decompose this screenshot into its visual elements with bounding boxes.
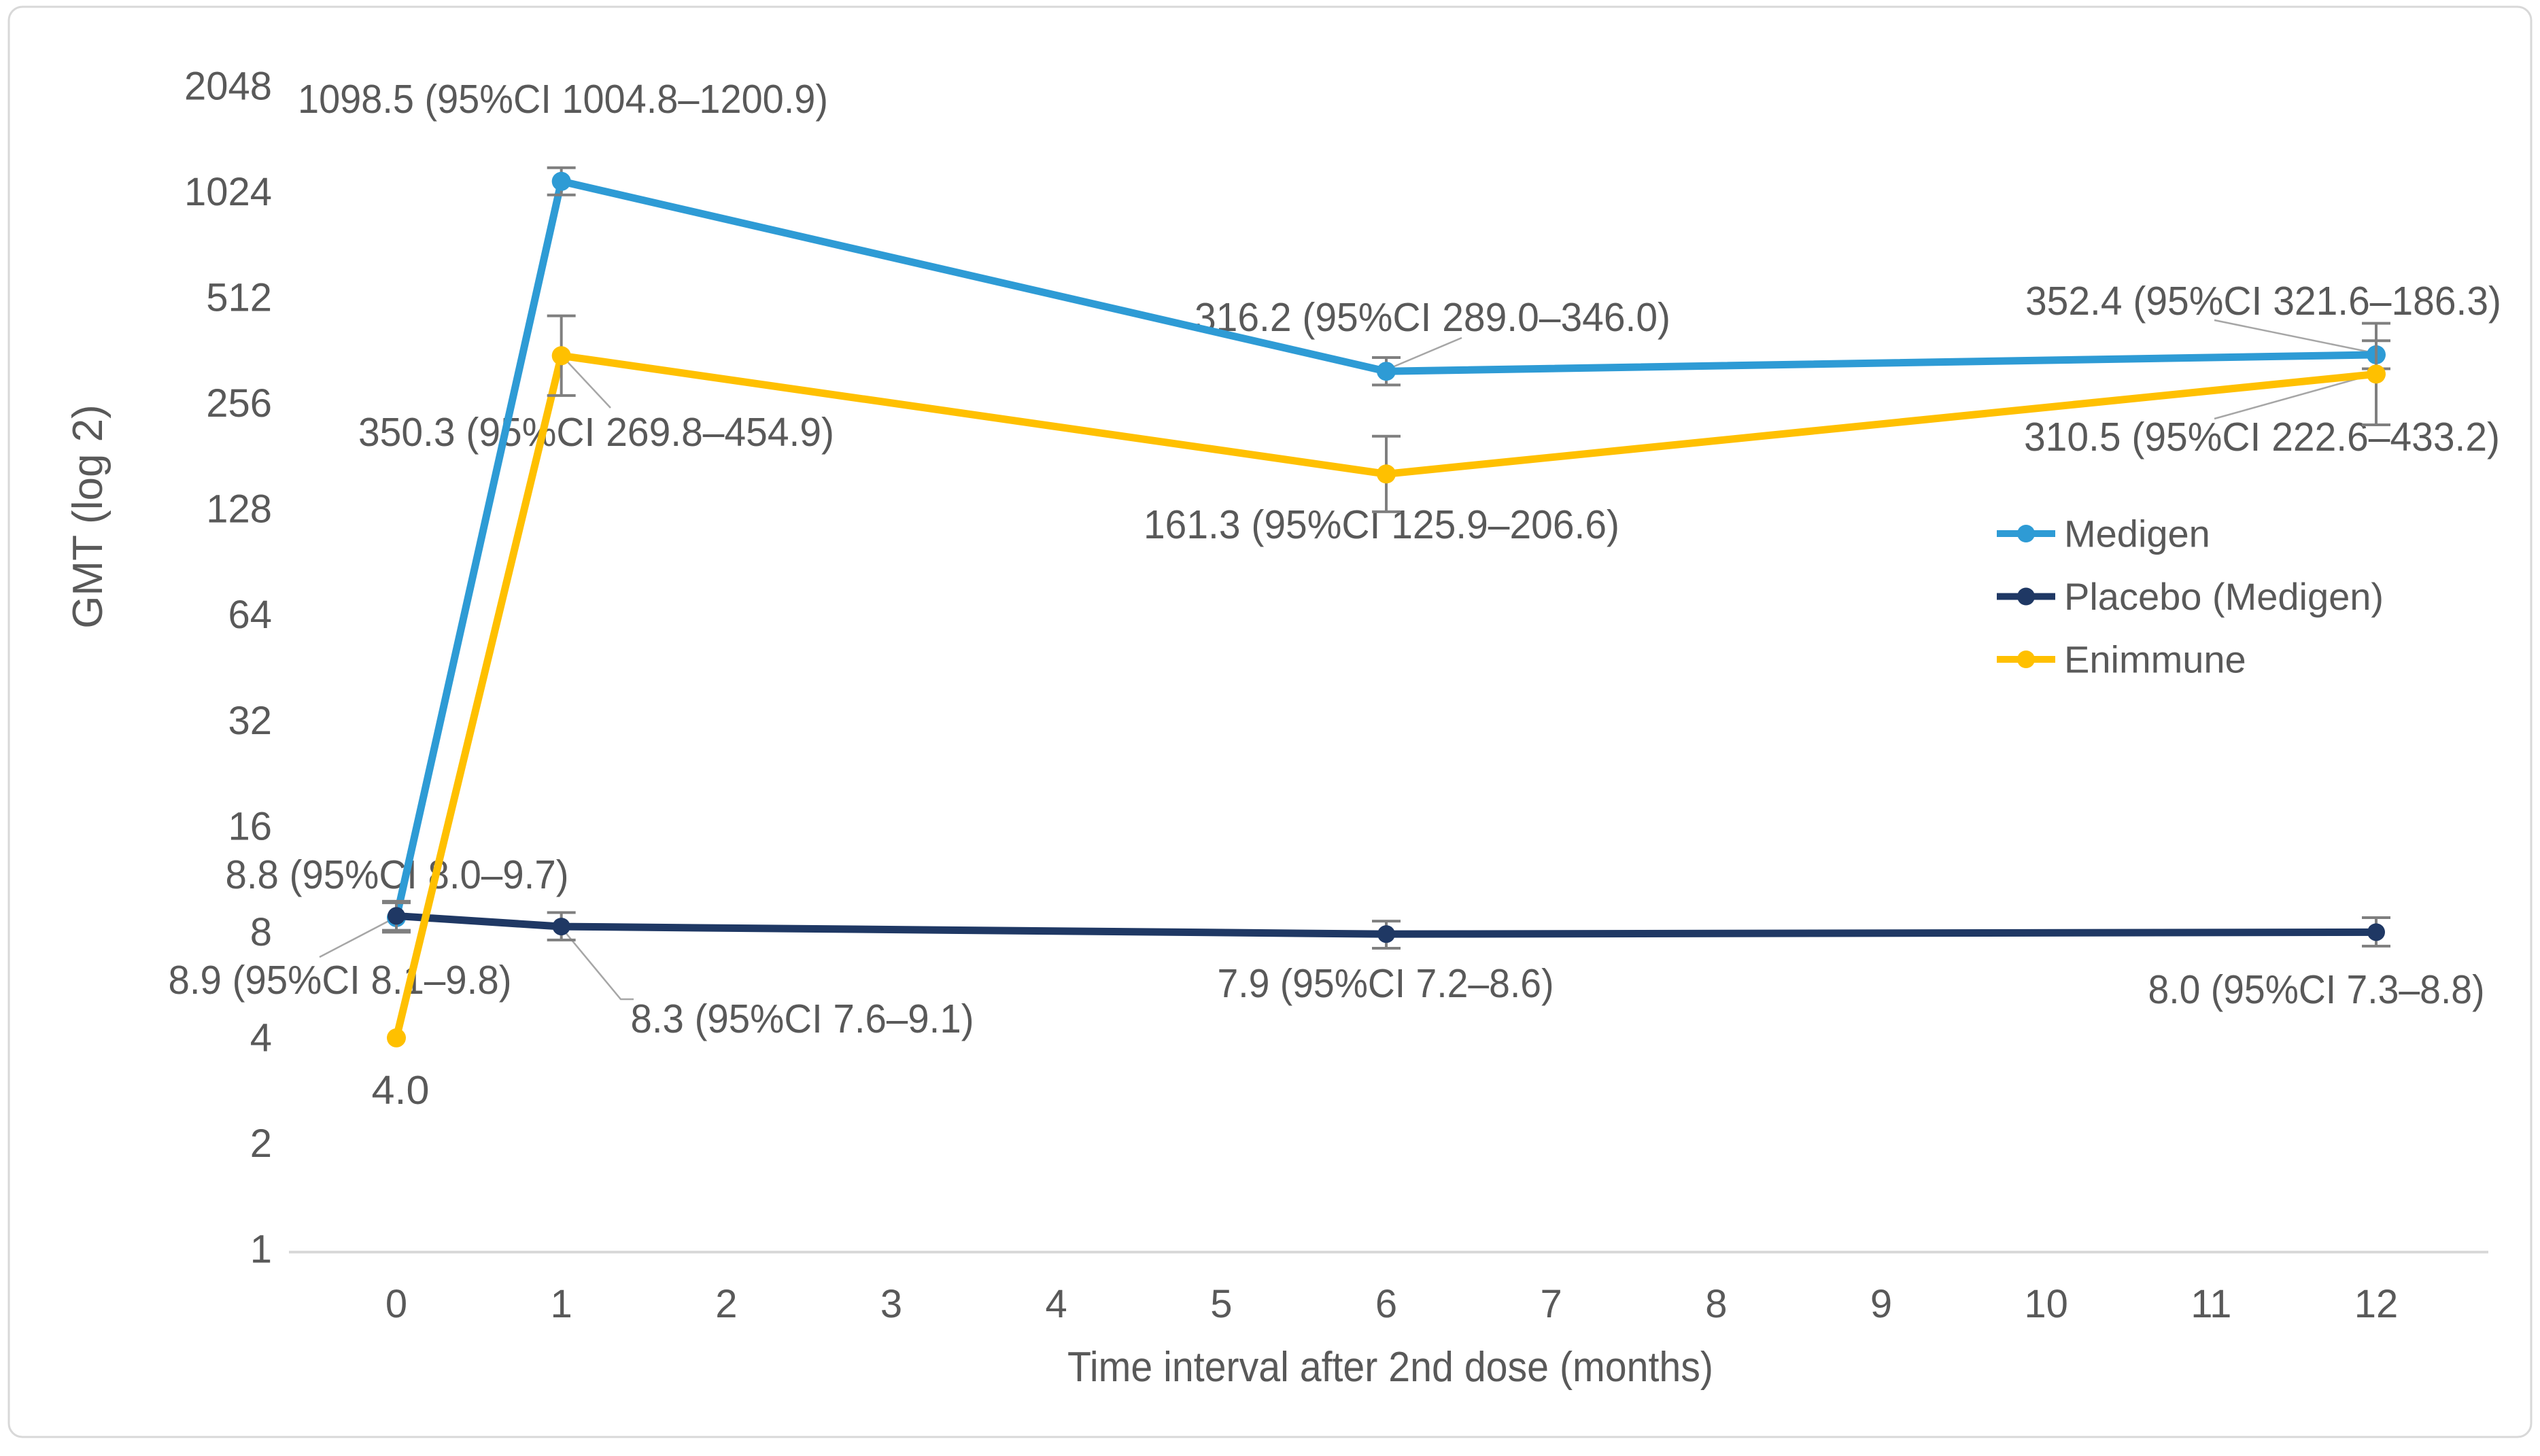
x-tick-label-9: 9	[1870, 1282, 1892, 1326]
series-line-placebo-medigen	[392, 912, 2380, 938]
data-point-placebo-medigen-m6	[1377, 925, 1396, 943]
data-point-placebo-medigen-m1	[552, 918, 570, 936]
x-tick-label-0: 0	[385, 1282, 407, 1326]
y-tick-label-8: 8	[250, 910, 272, 954]
legend-item-enimmune: Enimmune	[1997, 638, 2246, 681]
y-tick-label-128: 128	[206, 487, 272, 532]
x-tick-label-8: 8	[1705, 1282, 1727, 1326]
annotation-label: 7.9 (95%CI 7.2–8.6)	[1218, 961, 1554, 1006]
figure-border	[7, 5, 2533, 1438]
y-axis-title: GMT (log 2)	[65, 404, 111, 629]
y-tick-label-2048: 2048	[184, 65, 272, 109]
data-point-enimmune-m1	[551, 346, 571, 366]
y-tick-label-256: 256	[206, 381, 272, 426]
legend-label: Enimmune	[2064, 638, 2246, 681]
data-point-enimmune-m0	[387, 1028, 406, 1047]
annotation-label: 8.8 (95%CI 8.0–9.7)	[226, 852, 569, 897]
data-point-medigen-m1	[551, 171, 571, 191]
x-axis-tick-labels: 0 1 2 3 4 5 6 7 8 9 10 11 12	[385, 1282, 2398, 1326]
annotation-layer: 1098.5 (95%CI 1004.8–1200.9) 350.3 (95%CI…	[169, 77, 2502, 1113]
annotation-leader-line	[561, 927, 634, 1001]
legend-item-medigen: Medigen	[1997, 513, 2210, 555]
legend-marker-dot	[2017, 525, 2035, 542]
x-tick-label-11: 11	[2191, 1282, 2231, 1326]
x-tick-label-1: 1	[551, 1282, 572, 1326]
annotation-label: 350.3 (95%CI 269.8–454.9)	[358, 410, 834, 455]
legend-label: Placebo (Medigen)	[2064, 575, 2384, 618]
annotation-label: 1098.5 (95%CI 1004.8–1200.9)	[298, 77, 828, 122]
annotation-leader-line	[2214, 319, 2371, 353]
legend-item-placebo-medigen: Placebo (Medigen)	[1997, 575, 2384, 618]
leader-line-layer	[319, 319, 2371, 1001]
annotation-label: 8.3 (95%CI 7.6–9.1)	[631, 996, 974, 1041]
x-tick-label-2: 2	[715, 1282, 737, 1326]
annotation-label: 161.3 (95%CI 125.9–206.6)	[1144, 502, 1619, 547]
data-point-placebo-medigen-m12	[2367, 923, 2386, 941]
annotation-label: 310.5 (95%CI 222.6–433.2)	[2024, 415, 2500, 460]
annotation-label: 8.0 (95%CI 7.3–8.8)	[2148, 967, 2485, 1012]
series-line-enimmune	[392, 351, 2380, 1042]
data-point-enimmune-m6	[1377, 464, 1396, 484]
y-axis-tick-labels: 2048 1024 512 256 128 64 32 16 8 4 2 1	[184, 65, 272, 1272]
x-axis-title: Time interval after 2nd dose (months)	[1067, 1344, 1713, 1391]
annotation-leader-line	[2214, 374, 2371, 420]
x-tick-label-12: 12	[2354, 1282, 2399, 1326]
y-tick-label-1024: 1024	[184, 170, 272, 214]
x-tick-label-6: 6	[1375, 1282, 1397, 1326]
series-layer	[382, 166, 2391, 1047]
data-point-medigen-m6	[1377, 362, 1396, 381]
y-tick-label-4: 4	[250, 1016, 272, 1060]
x-tick-label-7: 7	[1541, 1282, 1562, 1326]
x-tick-label-4: 4	[1046, 1282, 1067, 1326]
y-tick-label-64: 64	[228, 593, 272, 637]
annotation-label: 352.4 (95%CI 321.6–186.3)	[2025, 279, 2501, 324]
x-tick-label-5: 5	[1210, 1282, 1232, 1326]
x-tick-label-3: 3	[880, 1282, 902, 1326]
annotation-leader-line	[319, 916, 397, 958]
series-enimmune	[387, 314, 2391, 1047]
y-tick-label-32: 32	[228, 699, 272, 743]
y-tick-label-16: 16	[228, 804, 272, 848]
y-tick-label-1: 1	[250, 1227, 272, 1271]
legend-label: Medigen	[2064, 513, 2210, 555]
annotation-label: 8.9 (95%CI 8.1–9.8)	[169, 958, 512, 1003]
legend-marker-dot	[2017, 587, 2035, 606]
series-line-medigen	[392, 177, 2380, 922]
data-point-enimmune-m12	[2367, 364, 2386, 384]
y-tick-label-512: 512	[206, 276, 272, 320]
annotation-label: 4.0	[372, 1068, 430, 1113]
series-placebo-medigen	[382, 899, 2391, 950]
legend-marker-dot	[2017, 651, 2035, 668]
annotation-label: 316.2 (95%CI 289.0–346.0)	[1195, 295, 1670, 340]
y-tick-label-2: 2	[250, 1122, 272, 1166]
legend: Medigen Placebo (Medigen) Enimmune	[1997, 513, 2384, 681]
x-tick-label-10: 10	[2024, 1282, 2068, 1326]
annotation-leader-line	[561, 355, 611, 409]
annotation-leader-line	[1390, 336, 1462, 369]
data-point-placebo-medigen-m0	[388, 907, 405, 925]
